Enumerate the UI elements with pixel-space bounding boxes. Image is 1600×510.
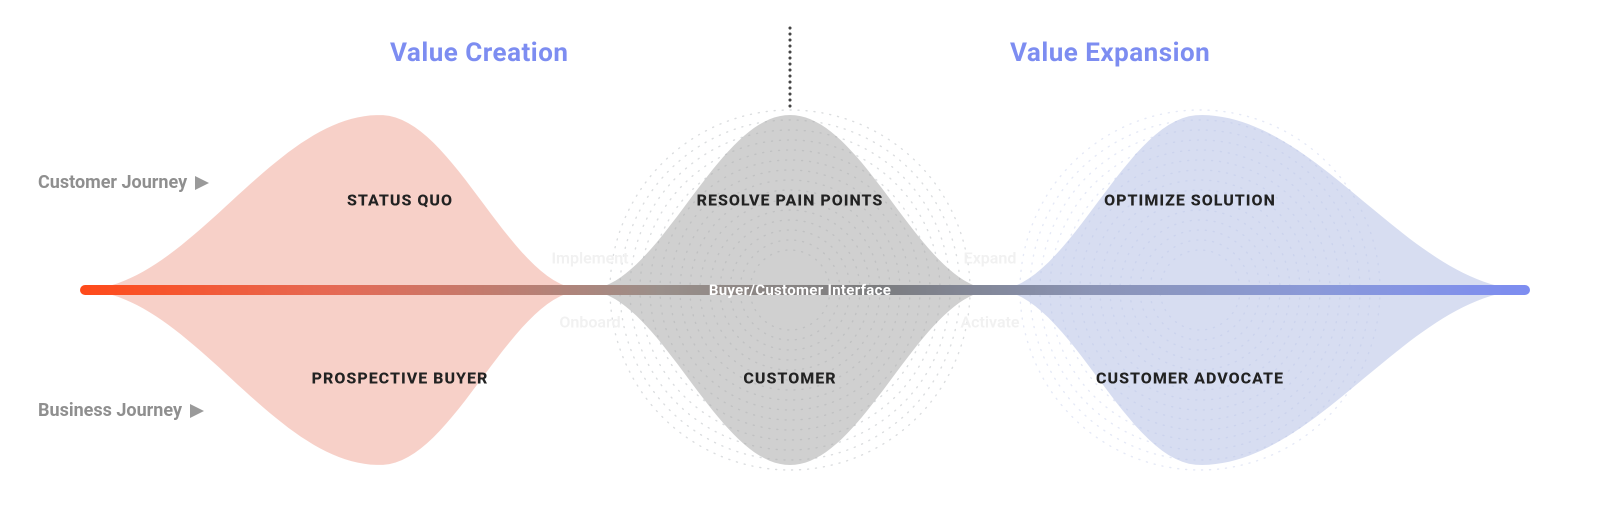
business-journey-label: Business Journey [38,400,204,421]
arrow-right-icon [195,176,209,190]
transition-label: Onboard [559,313,620,332]
header-value-creation: Value Creation [390,38,568,68]
phase-top: RESOLVE PAIN POINTS [697,191,884,210]
phase-top: STATUS QUO [347,191,453,210]
header-value-expansion: Value Expansion [1010,38,1210,68]
business-journey-text: Business Journey [38,400,182,421]
axis-center-label: Buyer/Customer Interface [709,281,891,299]
customer-journey-label: Customer Journey [38,172,209,193]
phase-bottom: CUSTOMER ADVOCATE [1096,369,1284,388]
customer-journey-text: Customer Journey [38,172,187,193]
phase-bottom: CUSTOMER [743,369,836,388]
diagram-svg [0,0,1600,510]
phase-top: OPTIMIZE SOLUTION [1104,191,1276,210]
phase-bottom: PROSPECTIVE BUYER [312,369,489,388]
journey-diagram: Value Creation Value Expansion Customer … [0,0,1600,510]
transition-label: Implement [551,249,628,268]
arrow-right-icon [190,404,204,418]
transition-label: Expand [964,249,1017,268]
transition-label: Activate [960,313,1019,332]
